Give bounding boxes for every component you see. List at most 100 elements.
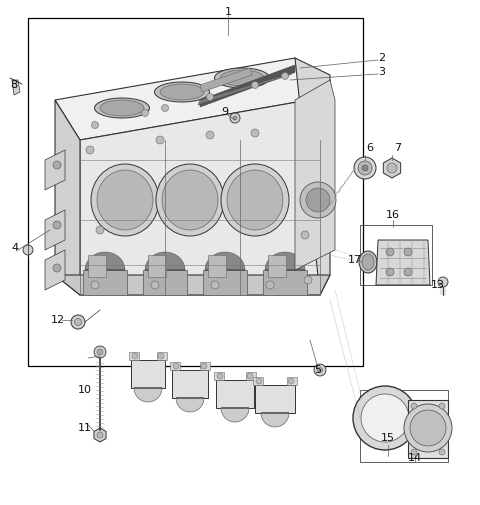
Ellipse shape (362, 254, 374, 270)
Circle shape (404, 248, 412, 256)
Bar (148, 255, 166, 277)
Circle shape (256, 378, 262, 384)
Circle shape (317, 368, 323, 373)
Text: 3: 3 (379, 67, 385, 77)
Text: 8: 8 (11, 80, 18, 90)
Circle shape (86, 146, 94, 154)
Text: 5: 5 (314, 365, 322, 375)
Circle shape (266, 281, 274, 289)
Polygon shape (134, 388, 162, 402)
Circle shape (97, 432, 103, 438)
Bar (360, 390, 448, 462)
Ellipse shape (220, 70, 264, 86)
Bar (28, 18, 363, 366)
Circle shape (247, 373, 253, 379)
Circle shape (252, 81, 259, 88)
Bar (208, 255, 226, 277)
Ellipse shape (162, 170, 218, 230)
Text: 14: 14 (408, 453, 422, 463)
Text: 11: 11 (78, 423, 92, 433)
Circle shape (97, 349, 103, 355)
Text: 1: 1 (225, 7, 231, 17)
Circle shape (217, 373, 223, 379)
Polygon shape (45, 250, 65, 290)
Polygon shape (45, 210, 65, 250)
Polygon shape (45, 150, 65, 190)
Circle shape (53, 264, 61, 272)
Text: 17: 17 (348, 255, 362, 265)
Text: 6: 6 (367, 143, 373, 153)
Polygon shape (216, 380, 254, 408)
Polygon shape (246, 372, 256, 380)
Polygon shape (295, 58, 330, 295)
Polygon shape (157, 352, 167, 360)
Circle shape (230, 113, 240, 123)
Circle shape (411, 449, 417, 455)
Ellipse shape (221, 164, 289, 236)
Circle shape (132, 353, 138, 359)
Ellipse shape (160, 84, 204, 100)
Circle shape (404, 404, 452, 452)
Polygon shape (145, 252, 185, 270)
Ellipse shape (95, 98, 149, 118)
Text: 16: 16 (386, 210, 400, 220)
Polygon shape (221, 408, 249, 422)
Polygon shape (287, 377, 297, 385)
Bar (268, 255, 286, 277)
Polygon shape (214, 372, 224, 380)
Circle shape (251, 129, 259, 137)
Circle shape (96, 226, 104, 234)
Polygon shape (408, 400, 448, 458)
Circle shape (161, 105, 168, 112)
Circle shape (206, 93, 214, 100)
Polygon shape (200, 362, 210, 370)
Circle shape (156, 136, 164, 144)
Circle shape (439, 449, 445, 455)
Circle shape (410, 410, 446, 446)
Ellipse shape (156, 164, 224, 236)
Circle shape (142, 110, 148, 117)
Polygon shape (198, 72, 295, 105)
Polygon shape (80, 98, 320, 295)
Circle shape (281, 73, 288, 79)
Circle shape (53, 161, 61, 169)
Circle shape (74, 319, 82, 326)
Circle shape (300, 182, 336, 218)
Ellipse shape (227, 170, 283, 230)
Circle shape (92, 122, 98, 128)
Polygon shape (143, 270, 187, 295)
Circle shape (304, 276, 312, 284)
Circle shape (71, 315, 85, 329)
Circle shape (314, 364, 326, 376)
Circle shape (358, 161, 372, 175)
Circle shape (288, 378, 294, 384)
Circle shape (353, 386, 417, 450)
Text: 4: 4 (12, 243, 19, 253)
Circle shape (354, 157, 376, 179)
Polygon shape (172, 370, 208, 398)
Polygon shape (384, 158, 401, 178)
Circle shape (201, 363, 207, 369)
Circle shape (438, 277, 448, 287)
Circle shape (387, 163, 397, 173)
Ellipse shape (91, 164, 159, 236)
Text: 12: 12 (51, 315, 65, 325)
Circle shape (386, 268, 394, 276)
Polygon shape (94, 428, 106, 442)
Polygon shape (295, 80, 335, 270)
Circle shape (306, 188, 330, 212)
Polygon shape (200, 65, 295, 107)
Circle shape (206, 131, 214, 139)
Circle shape (91, 281, 99, 289)
Bar (88, 255, 106, 277)
Polygon shape (203, 270, 247, 295)
Polygon shape (85, 252, 125, 270)
Circle shape (94, 346, 106, 358)
Text: 15: 15 (381, 433, 395, 443)
Text: 10: 10 (78, 385, 92, 395)
Polygon shape (255, 385, 295, 413)
Circle shape (173, 363, 179, 369)
Polygon shape (176, 398, 204, 412)
Polygon shape (55, 100, 80, 295)
Circle shape (233, 116, 237, 120)
